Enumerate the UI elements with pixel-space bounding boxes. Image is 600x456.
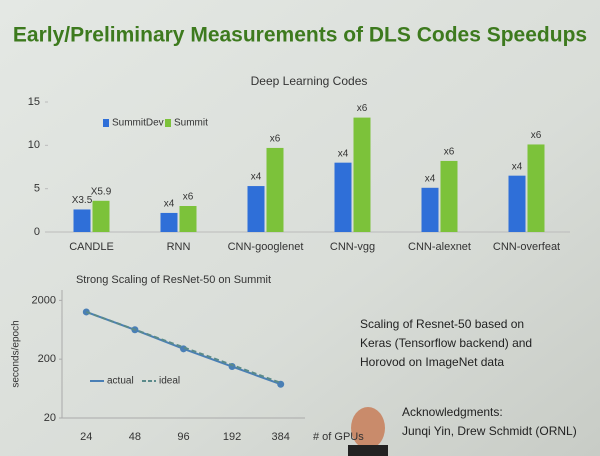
x-axis-label: # of GPUs [313, 431, 364, 443]
speedup-label: x4 [512, 161, 523, 172]
bar [179, 206, 197, 232]
bar [527, 144, 545, 232]
legend-swatch [165, 119, 171, 127]
bar [440, 160, 458, 232]
line [85, 311, 282, 384]
speedup-label: x4 [251, 172, 262, 183]
note-line: Horovod on ImageNet data [360, 355, 504, 369]
legend-swatch [103, 119, 109, 127]
x-tick-label: CNN-overfeat [493, 241, 560, 253]
speedup-label: X5.9 [91, 186, 112, 197]
speedup-label: x4 [425, 173, 436, 184]
legend-label: Summit [174, 118, 208, 129]
y-tick-label: 0 [34, 226, 40, 238]
x-tick-label: CNN-googlenet [228, 241, 304, 253]
chart-title: Deep Learning Codes [251, 74, 368, 88]
bar [73, 209, 91, 232]
speedup-label: x4 [338, 148, 349, 159]
bar [247, 186, 265, 232]
legend-label: ideal [159, 376, 180, 387]
x-tick-label: RNN [167, 241, 191, 253]
speaker-head [351, 407, 385, 449]
acknowledgments: Acknowledgments: [402, 405, 503, 419]
bar [160, 212, 178, 232]
y-tick-label: 5 [34, 183, 40, 195]
x-tick-label: 24 [80, 431, 92, 443]
bar [421, 187, 439, 232]
x-tick-label: 48 [129, 431, 141, 443]
slide-title: Early/Preliminary Measurements of DLS Co… [13, 24, 587, 47]
bar [92, 200, 110, 232]
bar [334, 162, 352, 232]
speedup-label: x6 [270, 134, 281, 145]
legend-label: SummitDev [112, 118, 164, 129]
chart-title: Strong Scaling of ResNet-50 on Summit [76, 274, 271, 286]
y-tick-label: 200 [38, 353, 56, 365]
x-tick-label: CANDLE [69, 241, 114, 253]
acknowledgments: Junqi Yin, Drew Schmidt (ORNL) [402, 424, 577, 438]
bar [266, 147, 284, 232]
x-tick-label: 192 [223, 431, 241, 443]
bar [353, 117, 371, 232]
speedup-label: x6 [357, 103, 368, 114]
point [277, 380, 285, 388]
speedup-label: x6 [444, 147, 455, 158]
speedup-label: x6 [531, 130, 542, 141]
x-tick-label: CNN-vgg [330, 241, 375, 253]
y-tick-label: 2000 [32, 294, 56, 306]
speedup-label: x6 [183, 192, 194, 203]
x-tick-label: 96 [177, 431, 189, 443]
y-tick-label: 20 [44, 412, 56, 424]
note-line: Scaling of Resnet-50 based on [360, 317, 524, 331]
x-tick-label: 384 [272, 431, 290, 443]
y-tick-label: 10 [28, 139, 40, 151]
x-tick-label: CNN-alexnet [408, 241, 471, 253]
y-axis-label: seconds/epoch [11, 320, 22, 387]
note-line: Keras (Tensorflow backend) and [360, 336, 532, 350]
speaker-body [348, 445, 388, 456]
speedup-label: x4 [164, 199, 175, 210]
bar [508, 175, 526, 232]
y-tick-label: 15 [28, 96, 40, 108]
speedup-label: X3.5 [72, 195, 93, 206]
legend-label: actual [107, 376, 134, 387]
